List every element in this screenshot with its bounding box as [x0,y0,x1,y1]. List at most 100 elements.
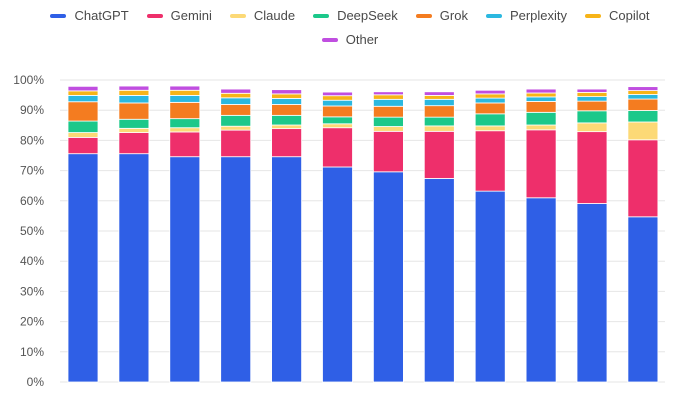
bar-segment-chatgpt [271,156,303,383]
y-tick-label: 40% [20,254,44,268]
bar-segment-grok [118,102,150,120]
bar-segment-grok [423,105,455,118]
bar-segment-copilot [372,94,404,100]
bar-segment-grok [220,104,252,116]
bar-segment-chatgpt [576,203,608,383]
bar-segment-grok [372,105,404,118]
bar-segment-gemini [322,127,353,168]
bar-segment-claude [576,122,608,133]
legend-label-deepseek: DeepSeek [337,8,398,23]
legend-label-copilot: Copilot [609,8,650,23]
chart-legend: ChatGPT Gemini Claude DeepSeek Grok Perp… [0,8,700,48]
legend-swatch-other [321,38,338,42]
legend-swatch-deepseek [313,14,330,18]
bar-segment-claude [271,124,303,130]
bar-segment-deepseek [220,114,252,127]
bar-segment-perplexity [576,96,608,102]
y-tick-label: 70% [20,164,44,178]
y-tick-label: 80% [20,133,44,147]
bar-segment-perplexity [525,96,557,102]
bar-segment-chatgpt [474,190,506,383]
bar-segment-claude [627,121,659,141]
bar-segment-gemini [118,132,150,155]
bar-segment-other [627,86,659,91]
y-tick-label: 20% [20,315,44,329]
bar-segment-grok [525,101,557,113]
y-tick-label: 10% [20,345,44,359]
bar-segment-claude [169,127,201,133]
bar-segment-deepseek [525,111,557,126]
bar-segment-other [423,91,455,96]
gridlines [60,79,665,383]
bar-segment-deepseek [372,116,404,127]
bar-segment-deepseek [322,116,353,125]
y-tick-label: 90% [20,103,44,117]
bar-segment-other [474,89,506,95]
bar-segment-gemini [474,130,506,192]
bar-stack [525,88,557,383]
bar-segment-copilot [271,93,303,99]
legend-item-copilot: Copilot [585,8,650,24]
bar-segment-perplexity [423,98,455,107]
bar-stack [220,88,252,383]
bar-segment-deepseek [169,118,201,129]
bar-stack [169,85,201,383]
bar-segment-perplexity [627,94,659,100]
bar-segment-chatgpt [322,166,353,383]
bar-segment-copilot [67,90,99,96]
legend-swatch-chatgpt [50,14,67,18]
bar-segment-perplexity [118,95,150,104]
bar-segment-copilot [423,95,455,100]
y-tick-label: 30% [20,284,44,298]
bar-segment-copilot [627,90,659,95]
legend-item-gemini: Gemini [146,8,212,24]
bar-segment-copilot [220,92,252,99]
bar-segment-perplexity [322,99,353,107]
legend-item-perplexity: Perplexity [485,8,568,24]
bar-segment-chatgpt [67,153,99,383]
bar-segment-grok [576,100,608,112]
bar-segment-other [525,88,557,94]
legend-swatch-perplexity [485,14,502,18]
bar-segment-gemini [525,129,557,199]
bar-segment-gemini [576,131,608,204]
bar-segment-other [322,91,353,97]
bar-segment-other [67,85,99,92]
bar-segment-other [220,88,252,94]
bar-segment-claude [474,125,506,132]
bar-stack [372,91,404,383]
bar-segment-copilot [576,91,608,98]
bar-segment-claude [322,123,353,129]
legend-swatch-copilot [585,14,602,18]
legend-item-chatgpt: ChatGPT [50,8,129,24]
legend-label-gemini: Gemini [170,8,212,23]
y-tick-label: 50% [20,224,44,238]
bar-segment-other [169,85,201,91]
bar-segment-other [372,91,404,96]
bar-segment-other [118,85,150,91]
legend-item-grok: Grok [415,8,468,24]
bar-segment-deepseek [627,110,659,123]
legend-swatch-grok [415,14,432,18]
bar-segment-claude [67,132,99,138]
bar-segment-gemini [271,128,303,158]
bar-stack [67,85,99,383]
legend-swatch-claude [229,14,246,18]
bar-segment-grok [322,105,353,118]
y-tick-label: 60% [20,194,44,208]
legend-label-perplexity: Perplexity [509,8,568,23]
bar-segment-chatgpt [525,197,557,383]
bar-stack [423,91,455,383]
legend-swatch-gemini [146,14,163,18]
bar-segment-perplexity [169,95,201,103]
bars [67,85,659,383]
bar-stack [118,85,150,383]
legend-item-other: Other [321,32,378,48]
bar-segment-grok [67,101,99,122]
bar-segment-perplexity [372,98,404,107]
bar-stack [627,86,659,383]
bar-segment-deepseek [474,113,506,127]
bar-segment-other [576,88,608,93]
legend-item-claude: Claude [229,8,295,24]
